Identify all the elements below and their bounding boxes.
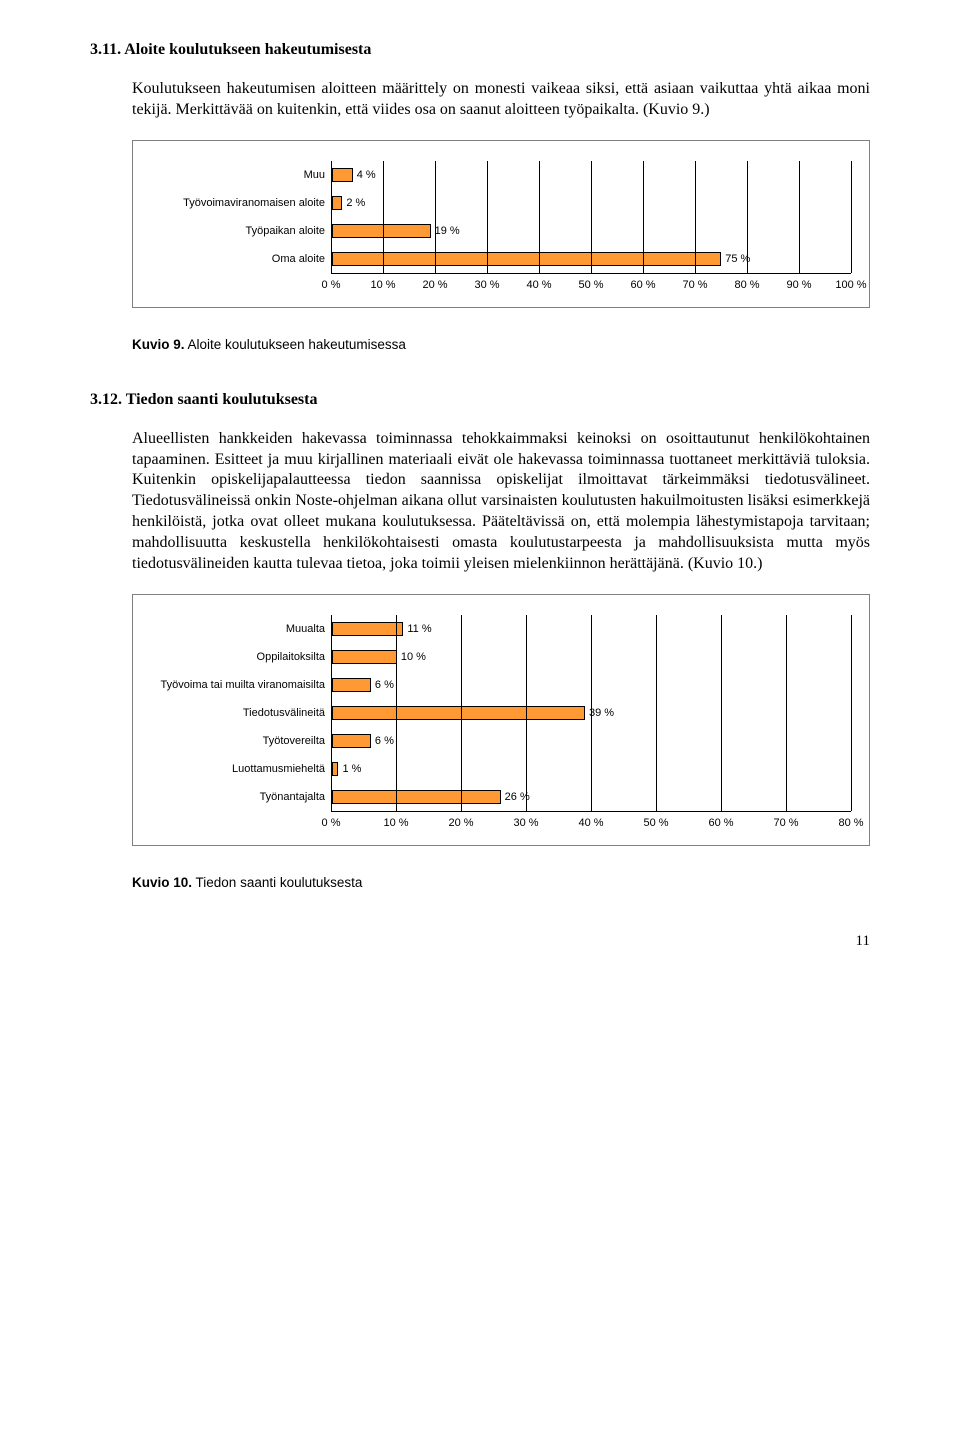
section-1-heading: 3.11. Aloite koulutukseen hakeutumisesta [90, 40, 870, 61]
chart-plot-cell: 10 % [331, 643, 851, 671]
chart-value-label: 11 % [407, 622, 431, 636]
chart-tick-label: 0 % [322, 816, 341, 830]
chart-category-label: Oppilaitoksilta [151, 651, 331, 663]
page-number: 11 [90, 932, 870, 952]
chart-category-label: Työvoimaviranomaisen aloite [151, 197, 331, 209]
chart-tick-label: 40 % [526, 278, 551, 292]
chart-1: Muu 4 % Työvoimaviranomaisen aloite 2 % Työp… [132, 140, 870, 308]
chart-tick-label: 30 % [474, 278, 499, 292]
chart-row: Työvoima tai muilta viranomaisilta 6 % [151, 671, 851, 699]
chart-tick-label: 70 % [773, 816, 798, 830]
chart-bar [332, 168, 353, 182]
chart-value-label: 6 % [375, 678, 394, 692]
chart-category-label: Muualta [151, 623, 331, 635]
chart-bar [332, 196, 342, 210]
chart-value-label: 6 % [375, 734, 394, 748]
chart-tick-label: 30 % [513, 816, 538, 830]
chart-row: Oppilaitoksilta 10 % [151, 643, 851, 671]
chart-tick-label: 50 % [578, 278, 603, 292]
chart-value-label: 4 % [357, 168, 376, 182]
chart-category-label: Työpaikan aloite [151, 225, 331, 237]
chart-plot-cell: 39 % [331, 699, 851, 727]
chart-tick-label: 50 % [643, 816, 668, 830]
chart-tick-label: 0 % [322, 278, 341, 292]
chart-2: Muualta 11 % Oppilaitoksilta 10 % Työvoima t… [132, 594, 870, 846]
chart-bar [332, 734, 371, 748]
chart-tick-label: 60 % [630, 278, 655, 292]
section-1-para: Koulutukseen hakeutumisen aloitteen määr… [132, 79, 870, 121]
kuvio-1-caption: Kuvio 9. Aloite koulutukseen hakeutumise… [132, 336, 870, 354]
chart-category-label: Luottamusmieheltä [151, 763, 331, 775]
kuvio-2-caption: Kuvio 10. Tiedon saanti koulutuksesta [132, 874, 870, 892]
chart-bar [332, 678, 371, 692]
chart-value-label: 26 % [505, 790, 530, 804]
chart-plot-cell: 75 % [331, 245, 851, 273]
section-2-para: Alueellisten hankkeiden hakevassa toimin… [132, 429, 870, 575]
chart-bar [332, 650, 397, 664]
chart-value-label: 75 % [725, 252, 750, 266]
chart-bar [332, 762, 338, 776]
chart-tick-label: 80 % [838, 816, 863, 830]
chart-plot-cell: 6 % [331, 671, 851, 699]
chart-row: Työnantajalta 26 % [151, 783, 851, 811]
chart-bar [332, 224, 431, 238]
section-2-heading: 3.12. Tiedon saanti koulutuksesta [90, 390, 870, 411]
chart-value-label: 19 % [435, 224, 460, 238]
chart-bar [332, 706, 585, 720]
chart-value-label: 1 % [342, 762, 361, 776]
chart-plot-cell: 26 % [331, 783, 851, 811]
chart-category-label: Oma aloite [151, 253, 331, 265]
chart-row: Muu 4 % [151, 161, 851, 189]
chart-category-label: Työvoima tai muilta viranomaisilta [151, 679, 331, 691]
chart-tick-label: 60 % [708, 816, 733, 830]
chart-row: Oma aloite 75 % [151, 245, 851, 273]
chart-category-label: Työnantajalta [151, 791, 331, 803]
chart-row: Työtovereilta 6 % [151, 727, 851, 755]
chart-value-label: 10 % [401, 650, 426, 664]
chart-plot-cell: 1 % [331, 755, 851, 783]
chart-tick-label: 90 % [786, 278, 811, 292]
chart-tick-label: 10 % [383, 816, 408, 830]
chart-category-label: Työtovereilta [151, 735, 331, 747]
chart-row: Muualta 11 % [151, 615, 851, 643]
chart-bar [332, 622, 403, 636]
kuvio-2-bold: Kuvio 10. [132, 875, 192, 890]
chart-category-label: Muu [151, 169, 331, 181]
kuvio-2-text: Tiedon saanti koulutuksesta [192, 875, 362, 890]
chart-tick-label: 20 % [448, 816, 473, 830]
chart-row: Tiedotusvälineitä 39 % [151, 699, 851, 727]
chart-tick-label: 10 % [370, 278, 395, 292]
chart-tick-label: 80 % [734, 278, 759, 292]
chart-tick-label: 40 % [578, 816, 603, 830]
chart-plot-cell: 19 % [331, 217, 851, 245]
chart-row: Luottamusmieheltä 1 % [151, 755, 851, 783]
chart-tick-label: 100 % [835, 278, 866, 292]
kuvio-1-text: Aloite koulutukseen hakeutumisessa [185, 337, 406, 352]
chart-value-label: 2 % [346, 196, 365, 210]
chart-category-label: Tiedotusvälineitä [151, 707, 331, 719]
chart-plot-cell: 2 % [331, 189, 851, 217]
chart-bar [332, 252, 721, 266]
chart-bar [332, 790, 501, 804]
chart-value-label: 39 % [589, 706, 614, 720]
chart-row: Työpaikan aloite 19 % [151, 217, 851, 245]
chart-row: Työvoimaviranomaisen aloite 2 % [151, 189, 851, 217]
chart-plot-cell: 6 % [331, 727, 851, 755]
chart-plot-cell: 11 % [331, 615, 851, 643]
chart-tick-label: 20 % [422, 278, 447, 292]
kuvio-1-bold: Kuvio 9. [132, 337, 185, 352]
chart-tick-label: 70 % [682, 278, 707, 292]
chart-plot-cell: 4 % [331, 161, 851, 189]
